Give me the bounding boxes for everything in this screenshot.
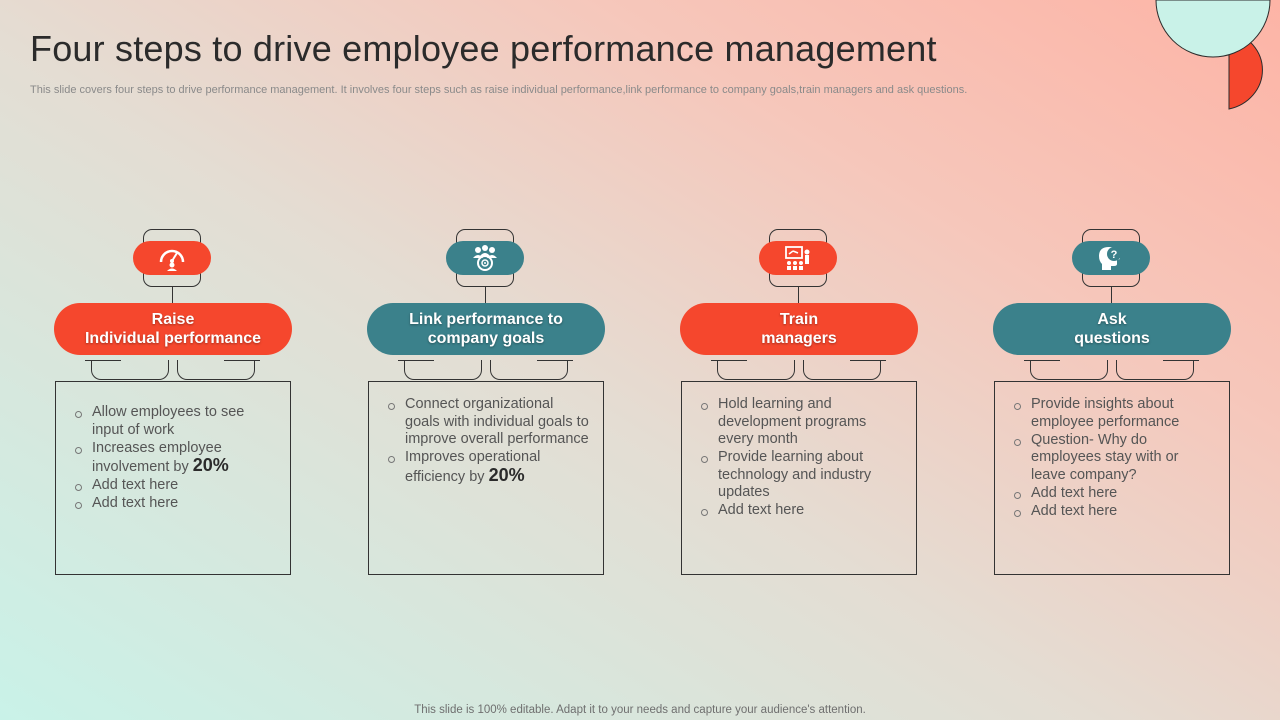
bullet-item: Add text here bbox=[1013, 503, 1215, 521]
connector-bracket-left bbox=[1030, 360, 1108, 380]
connector-bracket-right bbox=[1116, 360, 1194, 380]
bullet-item: Add text here bbox=[74, 477, 276, 495]
decorative-circles bbox=[1155, 0, 1271, 110]
bullet-item: Question- Why do employees stay with or … bbox=[1013, 432, 1215, 485]
bullet-item: Hold learning and development programs e… bbox=[700, 396, 902, 449]
connector-bracket-right bbox=[490, 360, 568, 380]
connector-line bbox=[1111, 287, 1112, 303]
page-title: Four steps to drive employee performance… bbox=[30, 28, 937, 69]
connector-bracket-left bbox=[404, 360, 482, 380]
page-footer: This slide is 100% editable. Adapt it to… bbox=[414, 704, 866, 716]
bullet-item: Allow employees to see input of work bbox=[74, 404, 276, 439]
connector-bracket-right bbox=[177, 360, 255, 380]
step-link-goals: Link performance to company goals Connec… bbox=[367, 229, 605, 575]
team-target-icon bbox=[473, 245, 497, 271]
step-ask-questions: ? Ask questions Provide insights about e… bbox=[993, 229, 1231, 575]
icon-pill: ? bbox=[1072, 241, 1150, 275]
icon-pill bbox=[133, 241, 211, 275]
svg-text:?: ? bbox=[1111, 249, 1118, 261]
step-train-managers: Train managers Hold learning and develop… bbox=[680, 229, 918, 575]
page-subtitle: This slide covers four steps to drive pe… bbox=[30, 84, 968, 96]
bullet-item: Add text here bbox=[1013, 485, 1215, 503]
bullet-item: Add text here bbox=[700, 502, 902, 520]
percent-highlight: 20% bbox=[192, 455, 229, 475]
bullet-item: Improves operational efficiency by 20% bbox=[387, 449, 589, 486]
step-heading: Raise Individual performance bbox=[54, 303, 292, 355]
connector-bracket-left bbox=[91, 360, 169, 380]
icon-pill bbox=[446, 241, 524, 275]
connector-bracket-right bbox=[803, 360, 881, 380]
connector-line bbox=[1024, 360, 1060, 361]
training-presentation-icon bbox=[785, 246, 810, 270]
question-head-icon: ? bbox=[1099, 247, 1121, 270]
step-heading: Link performance to company goals bbox=[367, 303, 605, 355]
step-details-box: Provide insights about employee performa… bbox=[994, 381, 1230, 575]
bullet-item: Increases employee involvement by 20% bbox=[74, 440, 276, 477]
step-raise-performance: Raise Individual performance Allow emplo… bbox=[54, 229, 292, 575]
connector-line bbox=[850, 360, 886, 361]
connector-line bbox=[398, 360, 434, 361]
step-heading: Ask questions bbox=[993, 303, 1231, 355]
step-details-box: Connect organizational goals with indivi… bbox=[368, 381, 604, 575]
connector-line bbox=[85, 360, 121, 361]
performance-gauge-icon bbox=[159, 249, 185, 271]
step-heading: Train managers bbox=[680, 303, 918, 355]
percent-highlight: 20% bbox=[488, 464, 525, 485]
step-details-box: Hold learning and development programs e… bbox=[681, 381, 917, 575]
connector-line bbox=[172, 287, 173, 303]
bullet-item: Provide insights about employee performa… bbox=[1013, 396, 1215, 431]
connector-line bbox=[798, 287, 799, 303]
connector-bracket-left bbox=[717, 360, 795, 380]
connector-line bbox=[485, 287, 486, 303]
bullet-item: Add text here bbox=[74, 495, 276, 513]
bullet-item: Connect organizational goals with indivi… bbox=[387, 396, 589, 449]
step-details-box: Allow employees to see input of work Inc… bbox=[55, 381, 291, 575]
connector-line bbox=[711, 360, 747, 361]
icon-pill bbox=[759, 241, 837, 275]
connector-line bbox=[1163, 360, 1199, 361]
bullet-item: Provide learning about technology and in… bbox=[700, 449, 902, 502]
connector-line bbox=[224, 360, 260, 361]
connector-line bbox=[537, 360, 573, 361]
